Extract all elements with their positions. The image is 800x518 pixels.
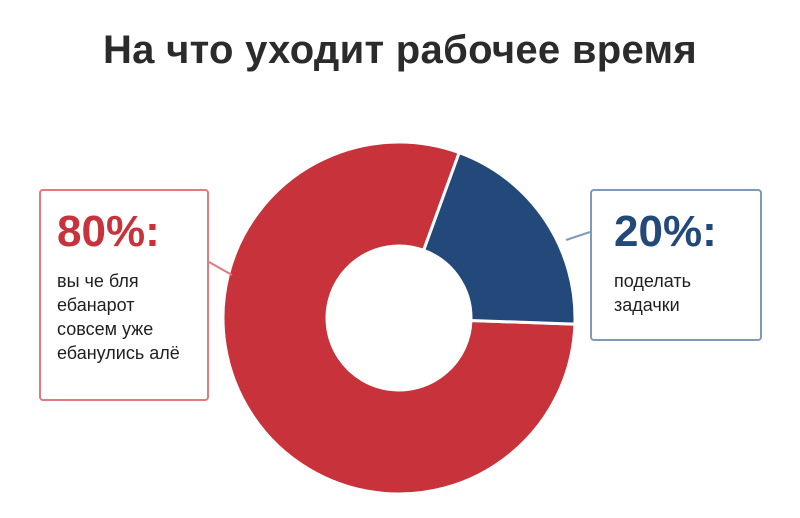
slice-20 xyxy=(421,150,577,326)
slice-label-80: 80%: xyxy=(57,207,160,256)
slice-label-20: 20%: xyxy=(614,207,717,256)
slice-description-20: поделать задачки xyxy=(614,271,692,315)
slice-80 xyxy=(221,140,577,496)
callout-left: 80%: вы че бля ебанарот совсем уже ебану… xyxy=(39,189,209,401)
leader-line-right xyxy=(565,231,591,241)
leader-line-left xyxy=(208,261,233,276)
slice-description-80: вы че бля ебанарот совсем уже ебанулись … xyxy=(57,271,180,363)
chart-title: На что уходит рабочее время xyxy=(102,28,698,72)
callout-right: 20%: поделать задачки xyxy=(590,189,762,341)
